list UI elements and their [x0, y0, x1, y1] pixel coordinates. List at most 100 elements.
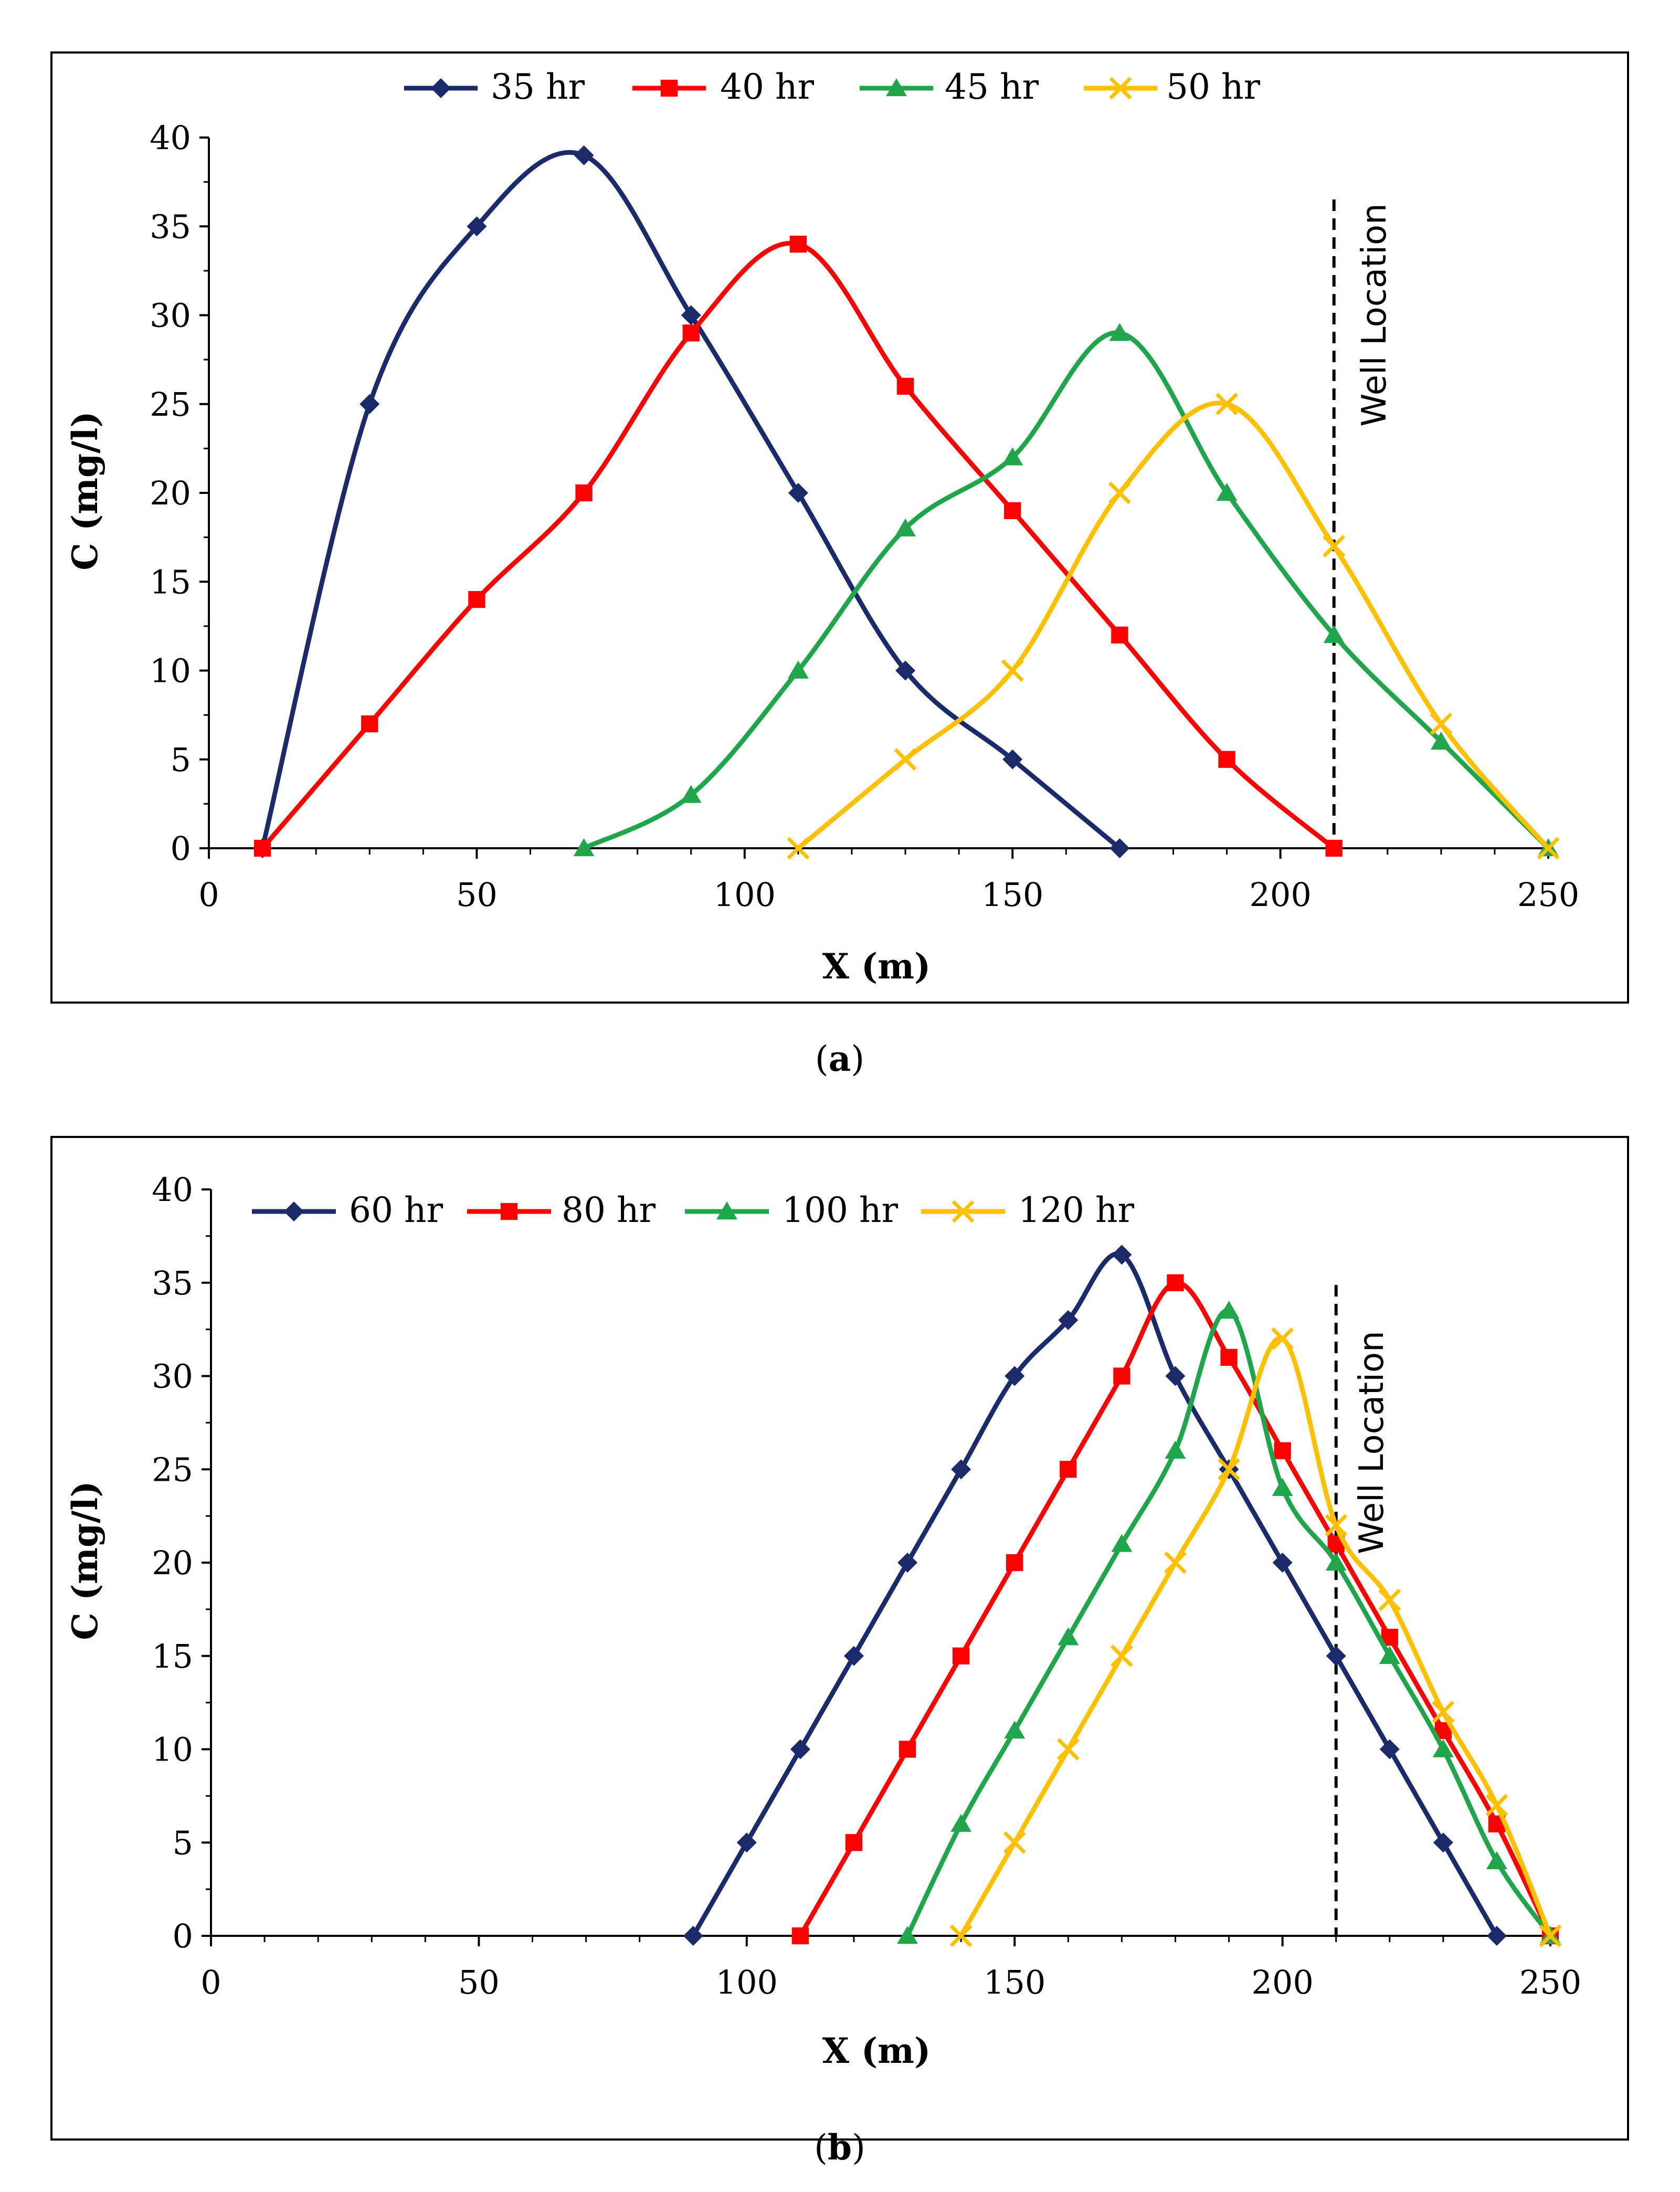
data-point-x — [1325, 1514, 1348, 1537]
x-axis-title: X (m) — [822, 946, 931, 987]
series-35-hr — [252, 145, 1130, 858]
legend-marker-x-stroke — [1109, 77, 1132, 100]
x-tick-label: 150 — [984, 1963, 1045, 2001]
y-tick-label: 0 — [173, 1917, 193, 1955]
y-axis-title: C (mg/l) — [65, 411, 105, 570]
series-45-hr — [573, 323, 1559, 857]
data-point-square — [575, 484, 593, 502]
panel-caption: (b) — [814, 2127, 865, 2168]
legend-marker-diamond — [431, 78, 451, 98]
data-point-triangle — [1218, 1301, 1240, 1319]
data-point-triangle — [1004, 1720, 1026, 1739]
data-point-diamond — [843, 1646, 864, 1666]
series-line — [691, 1251, 1499, 1938]
data-point-x — [1323, 535, 1346, 558]
legend-marker-diamond — [284, 1202, 304, 1221]
legend-label: 80 hr — [562, 1190, 656, 1230]
y-tick-label: 40 — [150, 119, 191, 157]
series-line — [905, 1308, 1553, 1938]
data-point-x-stroke — [1218, 1458, 1240, 1481]
data-point-x — [1003, 1831, 1026, 1854]
data-point-x-stroke — [787, 837, 810, 860]
data-point-triangle — [1430, 731, 1452, 750]
data-point-x — [1216, 393, 1238, 416]
data-point-diamond — [788, 483, 808, 503]
data-point-square — [791, 1927, 809, 1945]
data-point-x — [1432, 1700, 1455, 1723]
legend-item: 45 hr — [860, 67, 1039, 107]
legend-label: 120 hr — [1018, 1190, 1134, 1230]
legend-item: 100 hr — [685, 1190, 898, 1230]
data-point-x-stroke — [1485, 1794, 1508, 1817]
legend-item: 120 hr — [921, 1190, 1134, 1230]
y-tick-label: 5 — [171, 741, 191, 779]
y-tick-label: 20 — [150, 474, 191, 512]
x-tick-label: 0 — [198, 876, 219, 914]
data-point-x — [1164, 1551, 1187, 1574]
data-point-x-stroke — [949, 1924, 973, 1947]
data-point-diamond — [897, 1553, 918, 1573]
legend-marker-x-stroke — [952, 1200, 975, 1223]
data-point-triangle — [1165, 1440, 1186, 1459]
legend-item: 40 hr — [632, 67, 814, 107]
data-point-diamond — [1272, 1553, 1293, 1573]
data-point-triangle — [1111, 1534, 1133, 1552]
panel-caption: (a) — [815, 1038, 864, 1079]
chart-a-svg: 0 5 10 15 20 25 30 35 40 0 50 100 150 200 250 X (m) C (m… — [50, 51, 1629, 1079]
data-point-square — [253, 839, 271, 857]
data-point-x — [1430, 712, 1453, 735]
x-tick-label: 50 — [456, 876, 498, 914]
data-point-square — [1220, 1348, 1238, 1366]
data-point-square — [1113, 1367, 1130, 1385]
data-point-x — [1110, 1645, 1133, 1668]
data-point-square — [1060, 1461, 1077, 1478]
data-point-square — [468, 591, 485, 608]
data-point-square — [1111, 626, 1128, 644]
data-point-triangle — [1323, 625, 1345, 643]
data-point-square — [682, 324, 700, 342]
data-point-diamond — [951, 1459, 971, 1480]
data-point-diamond — [1110, 838, 1130, 858]
data-point-square — [896, 377, 914, 395]
series-40-hr — [253, 235, 1343, 857]
x-tick-label: 0 — [200, 1963, 221, 2001]
data-point-triangle — [1002, 447, 1023, 466]
series-120-hr — [949, 1327, 1562, 1947]
data-point-square — [1004, 502, 1021, 519]
x-tick-label: 50 — [458, 1963, 500, 2001]
data-point-triangle — [897, 1926, 918, 1944]
y-tick-label: 10 — [150, 652, 191, 690]
x-axis-title: X (m) — [822, 2030, 931, 2071]
x-tick-label: 250 — [1517, 876, 1579, 914]
data-point-x — [1056, 1738, 1080, 1761]
data-point-x-stroke — [1271, 1327, 1294, 1350]
data-point-x — [1271, 1327, 1294, 1350]
y-tick-label: 0 — [171, 829, 191, 868]
data-point-triangle — [1379, 1646, 1400, 1664]
series-50-hr — [787, 393, 1560, 860]
data-point-diamond — [360, 394, 380, 414]
data-point-triangle — [1486, 1851, 1507, 1869]
series-100-hr — [897, 1301, 1561, 1944]
data-point-diamond — [683, 1926, 703, 1946]
series-line — [260, 150, 1122, 851]
data-point-x-stroke — [1110, 1645, 1133, 1668]
data-point-x — [894, 748, 917, 771]
data-point-triangle — [1272, 1478, 1293, 1496]
legend-marker-square — [660, 79, 678, 97]
y-tick-label: 35 — [150, 207, 191, 246]
caption-letter: a — [829, 1038, 851, 1079]
chart-panel-b: 0 5 10 15 20 25 30 35 40 0 50 100 150 200 250 X (m) C (m… — [0, 1096, 1680, 2192]
data-point-triangle — [1058, 1627, 1079, 1646]
data-point-x — [1378, 1588, 1401, 1611]
caption-close-paren: ) — [851, 1039, 864, 1079]
data-point-x — [1485, 1794, 1508, 1817]
data-point-triangle — [1432, 1739, 1454, 1757]
y-axis-title: C (mg/l) — [65, 1481, 105, 1640]
data-point-square — [1167, 1274, 1184, 1291]
series-60-hr — [683, 1245, 1507, 1946]
data-point-square — [1274, 1442, 1291, 1459]
caption-open-paren: ( — [814, 2127, 828, 2168]
data-point-x-stroke — [1537, 837, 1560, 860]
data-point-triangle — [573, 838, 595, 857]
